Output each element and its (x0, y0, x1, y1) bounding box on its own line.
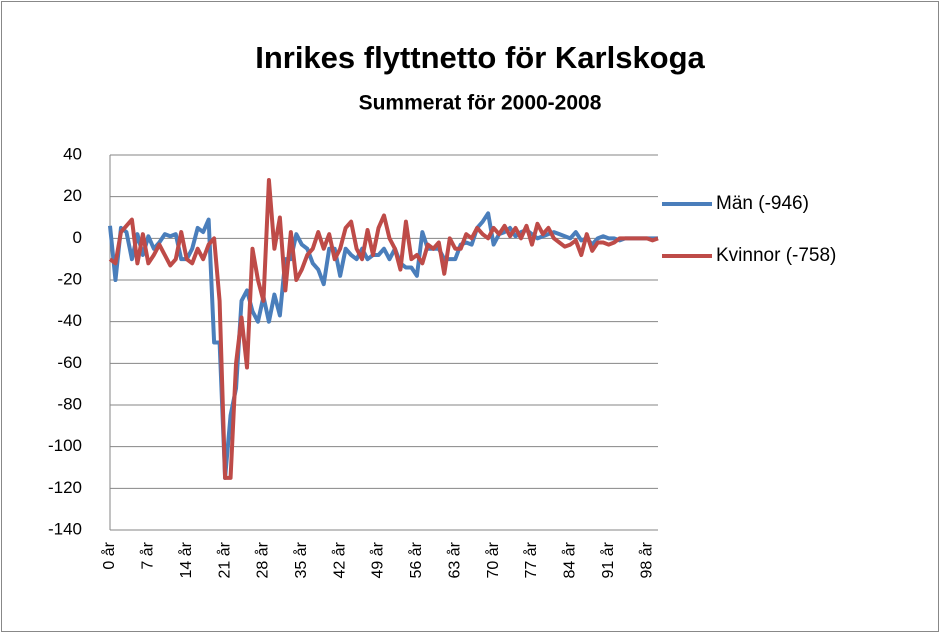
y-tick-label: -120 (48, 478, 82, 497)
y-tick-label: -40 (57, 311, 82, 330)
x-tick-label: 77 år (522, 541, 540, 578)
y-tick-label: -60 (57, 353, 82, 372)
x-tick-label: 14 år (177, 541, 195, 578)
legend-label: Kvinnor (-758) (716, 245, 836, 266)
y-tick-label: -80 (57, 394, 82, 413)
x-tick-label: 56 år (407, 541, 425, 578)
x-tick-label: 21 år (215, 541, 233, 578)
chart-subtitle: Summerat för 2000-2008 (359, 92, 602, 115)
x-tick-label: 35 år (292, 541, 310, 578)
x-tick-label: 49 år (369, 541, 387, 578)
x-tick-label: 84 år (561, 541, 579, 578)
legend-label: Män (-946) (716, 193, 809, 214)
chart-title: Inrikes flyttnetto för Karlskoga (255, 40, 705, 75)
y-tick-label: -140 (48, 519, 82, 538)
y-tick-label: -100 (48, 436, 82, 455)
x-tick-label: 91 år (599, 541, 617, 578)
series-line (108, 211, 658, 480)
x-tick-label: 0 år (100, 541, 118, 569)
x-tick-label: 28 år (254, 541, 272, 578)
y-tick-label: 40 (63, 144, 82, 163)
x-tick-label: 98 år (637, 541, 655, 578)
y-tick-label: -20 (57, 269, 82, 288)
x-tick-label: 42 år (330, 541, 348, 578)
y-tick-label: 20 (63, 186, 82, 205)
series-line (108, 178, 659, 480)
x-tick-label: 63 år (445, 541, 463, 578)
x-tick-label: 70 år (484, 541, 502, 578)
x-tick-label: 7 år (139, 541, 157, 569)
y-tick-label: 0 (73, 228, 82, 247)
